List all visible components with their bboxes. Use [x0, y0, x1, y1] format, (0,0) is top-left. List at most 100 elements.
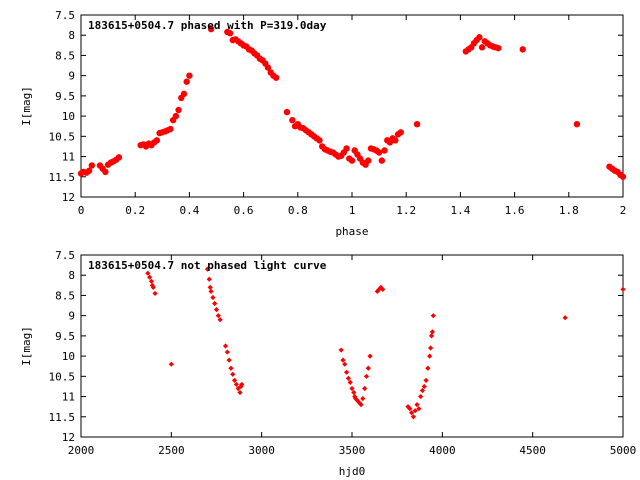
data-point — [412, 408, 418, 414]
data-point — [409, 410, 415, 416]
data-point — [145, 270, 151, 276]
y-tick-label: 8.5 — [55, 289, 75, 302]
x-axis-label: phase — [335, 225, 368, 238]
data-point — [204, 266, 211, 272]
data-point — [425, 365, 431, 371]
data-point — [272, 74, 280, 81]
data-points — [145, 266, 626, 420]
x-axis-label: hjd0 — [339, 465, 366, 478]
y-tick-label: 12 — [62, 431, 75, 444]
data-point — [430, 313, 436, 319]
x-tick-label: 1.4 — [450, 204, 470, 217]
y-tick-label: 11 — [62, 151, 75, 164]
data-point — [378, 157, 386, 164]
y-tick-label: 11 — [62, 391, 75, 404]
data-point — [175, 106, 182, 114]
data-point — [354, 398, 361, 404]
data-point — [345, 375, 351, 381]
data-point — [410, 414, 417, 420]
data-point — [416, 406, 422, 412]
data-point — [427, 345, 434, 351]
data-point — [352, 393, 358, 400]
data-point — [495, 44, 502, 52]
data-point — [363, 373, 370, 379]
data-point — [148, 278, 155, 284]
data-point — [365, 365, 371, 371]
data-point — [228, 365, 234, 371]
data-point — [407, 406, 413, 412]
data-point — [429, 329, 435, 335]
data-point — [378, 284, 384, 290]
data-point — [152, 290, 158, 297]
data-point — [215, 313, 221, 319]
data-point — [419, 387, 426, 394]
x-tick-label: 4500 — [519, 444, 546, 457]
data-point — [375, 149, 383, 156]
y-tick-label: 8 — [68, 269, 75, 282]
y-tick-label: 10 — [62, 110, 75, 123]
x-tick-label: 2 — [620, 204, 627, 217]
data-point — [342, 361, 348, 367]
data-point — [365, 157, 372, 164]
y-tick-label: 12 — [62, 191, 75, 204]
data-point — [343, 145, 350, 152]
y-axis-label: I[mag] — [20, 86, 33, 126]
data-point — [381, 147, 388, 154]
data-point — [397, 129, 404, 136]
data-point — [217, 317, 223, 323]
data-point — [88, 162, 96, 169]
data-point — [226, 30, 234, 37]
data-point — [428, 333, 435, 339]
data-point — [392, 137, 399, 144]
data-point — [153, 137, 161, 144]
data-point — [264, 64, 272, 71]
data-point — [348, 157, 356, 164]
x-tick-label: 0.6 — [234, 204, 254, 217]
y-tick-label: 7.5 — [55, 9, 75, 22]
y-tick-label: 8.5 — [55, 49, 75, 62]
y-tick-label: 10.5 — [49, 370, 76, 383]
plot-frame — [80, 14, 624, 198]
data-point — [210, 294, 216, 301]
y-tick-label: 7.5 — [55, 249, 75, 262]
data-point — [183, 78, 190, 85]
data-point — [519, 46, 526, 53]
x-tick-label: 2000 — [68, 444, 95, 457]
data-point — [289, 116, 296, 124]
y-tick-label: 9.5 — [55, 90, 75, 103]
data-point — [478, 44, 486, 51]
data-point — [347, 379, 353, 385]
data-point — [115, 154, 123, 161]
data-point — [413, 121, 421, 128]
data-point — [212, 300, 218, 307]
data-point — [573, 121, 581, 128]
data-point — [231, 377, 238, 383]
data-point — [362, 385, 368, 392]
x-tick-label: 3000 — [248, 444, 275, 457]
y-tick-label: 10 — [62, 350, 75, 363]
data-point — [343, 369, 350, 375]
y-tick-label: 9.5 — [55, 330, 75, 343]
data-point — [376, 286, 382, 292]
data-point — [414, 402, 420, 408]
data-point — [316, 137, 323, 144]
data-point — [147, 274, 153, 280]
data-point — [476, 34, 483, 41]
data-point — [85, 167, 93, 174]
y-tick-label: 10.5 — [49, 130, 76, 143]
data-point — [237, 389, 243, 396]
chart-title: 183615+0504.7 not phased light curve — [88, 259, 327, 272]
data-point — [367, 353, 373, 359]
axis-ticks: 0 0.2 0.4 0.6 0.8 1 1.2 1.4 1.6 1.8 2 7.5 8 8.5 9 9.5 10… — [49, 9, 627, 217]
y-tick-label: 9 — [68, 310, 75, 323]
data-point — [172, 112, 180, 120]
chart-title: 183615+0504.7 phased with P=319.0day — [88, 19, 327, 32]
data-point — [427, 353, 433, 359]
data-point — [180, 90, 188, 98]
plot-frame — [80, 254, 624, 438]
unphased-light-curve-chart: 2000 2500 3000 3500 4000 4500 5000 7.5 8 8.5 9 9.5 1… — [20, 249, 636, 478]
data-point — [102, 168, 109, 176]
y-axis-label: I[mag] — [20, 326, 33, 366]
data-point — [239, 381, 245, 388]
